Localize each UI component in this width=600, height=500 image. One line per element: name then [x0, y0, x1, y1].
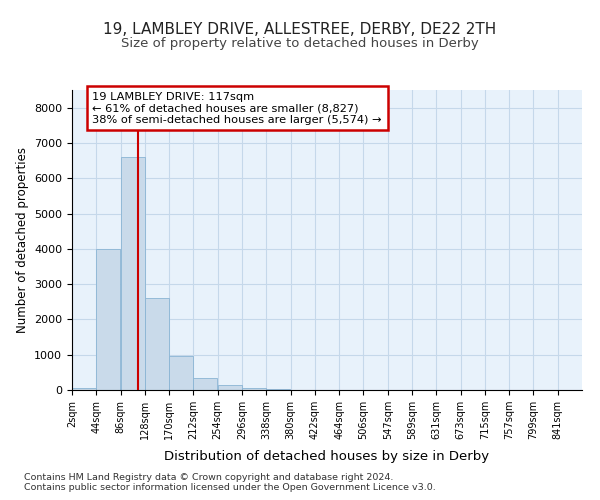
- X-axis label: Distribution of detached houses by size in Derby: Distribution of detached houses by size …: [164, 450, 490, 464]
- Bar: [218, 384, 242, 390]
- Y-axis label: Number of detached properties: Number of detached properties: [16, 147, 29, 333]
- Bar: [121, 157, 145, 390]
- Text: Contains HM Land Registry data © Crown copyright and database right 2024.: Contains HM Land Registry data © Crown c…: [24, 472, 394, 482]
- Text: 19 LAMBLEY DRIVE: 117sqm
← 61% of detached houses are smaller (8,827)
38% of sem: 19 LAMBLEY DRIVE: 117sqm ← 61% of detach…: [92, 92, 382, 124]
- Bar: [169, 356, 193, 390]
- Bar: [193, 378, 217, 390]
- Text: Contains public sector information licensed under the Open Government Licence v3: Contains public sector information licen…: [24, 484, 436, 492]
- Bar: [242, 388, 266, 390]
- Text: Size of property relative to detached houses in Derby: Size of property relative to detached ho…: [121, 38, 479, 51]
- Text: 19, LAMBLEY DRIVE, ALLESTREE, DERBY, DE22 2TH: 19, LAMBLEY DRIVE, ALLESTREE, DERBY, DE2…: [103, 22, 497, 38]
- Bar: [72, 388, 96, 390]
- Bar: [96, 249, 121, 390]
- Bar: [145, 298, 169, 390]
